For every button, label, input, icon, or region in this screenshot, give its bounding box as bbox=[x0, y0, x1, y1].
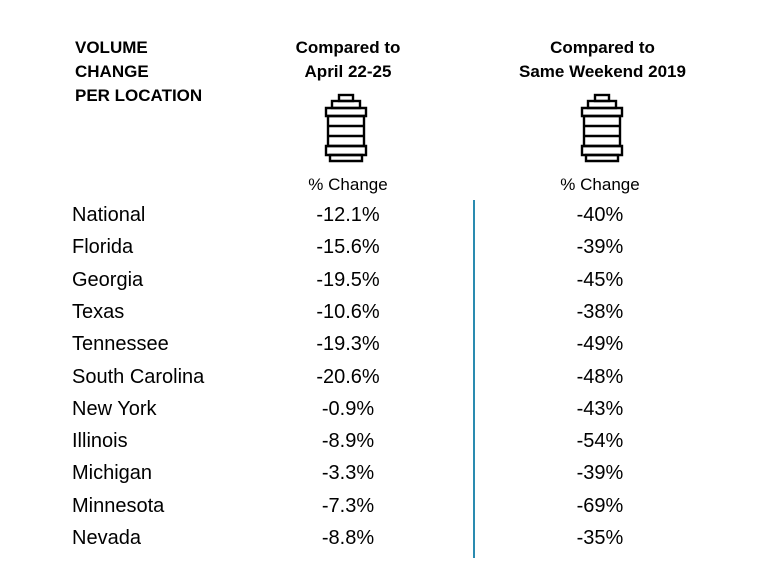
value-vs-2019: -48% bbox=[576, 365, 624, 388]
subheader-percent-change-april: % Change bbox=[308, 175, 388, 194]
value-vs-2019: -54% bbox=[576, 430, 624, 453]
keg-icon bbox=[324, 93, 368, 163]
value-vs-2019: -45% bbox=[576, 268, 624, 291]
location-name: Florida bbox=[72, 236, 134, 259]
value-vs-april: -20.6% bbox=[316, 365, 380, 388]
column-header-2019: Compared to Same Weekend 2019 bbox=[519, 38, 686, 81]
location-name: National bbox=[72, 204, 146, 226]
value-vs-april: -8.9% bbox=[321, 430, 375, 453]
table-row: Texas -10.6% -38% bbox=[0, 299, 782, 331]
value-vs-april: -19.3% bbox=[316, 333, 380, 356]
column-header-april: Compared to April 22-25 bbox=[295, 38, 401, 81]
value-vs-2019: -35% bbox=[576, 527, 624, 549]
table-row: Illinois -8.9% -54% bbox=[0, 428, 782, 460]
location-name: Michigan bbox=[72, 462, 153, 485]
table-header-label: VOLUME CHANGE PER LOCATION bbox=[75, 38, 203, 105]
value-vs-2019: -38% bbox=[576, 300, 624, 323]
location-name: Texas bbox=[72, 300, 125, 323]
location-name: Georgia bbox=[72, 268, 144, 291]
table-row: Minnesota -7.3% -69% bbox=[0, 493, 782, 525]
keg-icon bbox=[580, 93, 624, 163]
value-vs-april: -15.6% bbox=[316, 236, 380, 259]
value-vs-april: -7.3% bbox=[321, 494, 375, 517]
table-row: New York -0.9% -43% bbox=[0, 396, 782, 428]
value-vs-april: -3.3% bbox=[321, 462, 375, 485]
value-vs-2019: -69% bbox=[576, 494, 624, 517]
location-name: Tennessee bbox=[72, 333, 169, 356]
table-row: Florida -15.6% -39% bbox=[0, 234, 782, 266]
table-row: South Carolina -20.6% -48% bbox=[0, 364, 782, 396]
location-name: Nevada bbox=[72, 527, 141, 549]
value-vs-april: -8.8% bbox=[321, 527, 375, 549]
column-divider bbox=[473, 200, 475, 558]
table-row: Nevada -8.8% -35% bbox=[0, 525, 782, 557]
value-vs-2019: -39% bbox=[576, 462, 624, 485]
location-name: Minnesota bbox=[72, 494, 165, 517]
table-row: Georgia -19.5% -45% bbox=[0, 267, 782, 299]
table-row: Michigan -3.3% -39% bbox=[0, 460, 782, 492]
value-vs-2019: -39% bbox=[576, 236, 624, 259]
value-vs-april: -19.5% bbox=[316, 268, 380, 291]
table-row: National -12.1% -40% bbox=[0, 202, 782, 234]
subheader-percent-change-2019: % Change bbox=[560, 175, 640, 194]
location-name: Illinois bbox=[72, 430, 128, 453]
value-vs-2019: -40% bbox=[576, 204, 624, 226]
value-vs-2019: -49% bbox=[576, 333, 624, 356]
value-vs-april: -10.6% bbox=[316, 300, 380, 323]
value-vs-april: -12.1% bbox=[316, 204, 380, 226]
location-name: South Carolina bbox=[72, 365, 205, 388]
value-vs-april: -0.9% bbox=[321, 397, 375, 420]
location-name: New York bbox=[72, 397, 157, 420]
table-row: Tennessee -19.3% -49% bbox=[0, 331, 782, 363]
value-vs-2019: -43% bbox=[576, 397, 624, 420]
